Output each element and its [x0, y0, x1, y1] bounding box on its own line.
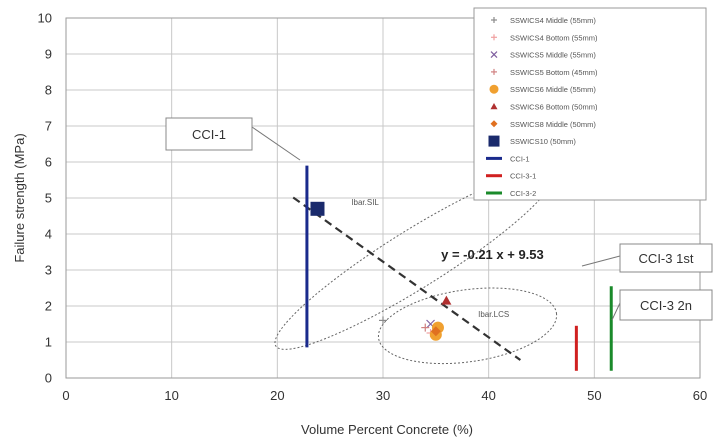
x-axis-label: Volume Percent Concrete (%) [301, 422, 473, 437]
data-point [379, 316, 387, 325]
y-tick-label: 1 [45, 335, 52, 350]
trendline-equation: y = -0.21 x + 9.53 [441, 247, 544, 262]
legend-swatch [491, 68, 497, 75]
y-tick-label: 9 [45, 47, 52, 62]
data-points [310, 201, 452, 341]
callout-label: CCI-3 2n [640, 298, 692, 313]
x-tick-label: 10 [164, 388, 178, 403]
legend-swatch [490, 51, 498, 59]
data-point [310, 201, 325, 216]
legend-label: CCI-1 [510, 154, 530, 163]
vertical-lines [305, 165, 613, 371]
callout-cci-1: CCI-1 [165, 117, 301, 161]
data-point [421, 323, 430, 332]
y-tick-label: 3 [45, 263, 52, 278]
legend-label: SSWICS4 Bottom (55mm) [510, 33, 598, 42]
callout-box [619, 289, 713, 321]
legend-swatch [490, 103, 498, 110]
y-tick-label: 0 [45, 371, 52, 386]
legend-swatch-b [490, 51, 498, 59]
y-tick-label: 2 [45, 299, 52, 314]
y-tick-label: 7 [45, 119, 52, 134]
callouts: CCI-1 CCI-3 1st CCI-3 2n [165, 117, 713, 321]
data-point [441, 295, 452, 305]
legend: SSWICS4 Middle (55mm) SSWICS4 Bottom (55m… [473, 7, 707, 201]
callout-leader [251, 126, 301, 161]
y-tick-label: 5 [45, 191, 52, 206]
legend-swatch [490, 120, 498, 128]
legend-label: SSWICS5 Middle (55mm) [510, 51, 596, 60]
x-tick-label: 20 [270, 388, 284, 403]
legend-swatch [491, 34, 497, 41]
trendline-group: y = -0.21 x + 9.53 [292, 196, 544, 361]
legend-label: SSWICS10 (50mm) [510, 137, 576, 146]
ellipse-outline [377, 287, 558, 365]
legend-swatch [489, 84, 499, 94]
callout-cci-3-1: CCI-3 1st [581, 243, 713, 273]
trendline [292, 196, 522, 361]
legend-label: SSWICS6 Bottom (50mm) [510, 103, 598, 112]
x-tick-label: 0 [62, 388, 69, 403]
ellipse-label: Ibar.SIL [351, 198, 379, 207]
callout-leader [611, 302, 621, 321]
y-tick-label: 4 [45, 227, 52, 242]
legend-box [473, 7, 707, 201]
legend-swatch [488, 135, 500, 147]
data-point-b [426, 319, 435, 329]
x-tick-label: 60 [693, 388, 707, 403]
y-tick-label: 6 [45, 155, 52, 170]
legend-label: SSWICS8 Middle (50mm) [510, 120, 596, 129]
callout-label: CCI-1 [192, 127, 226, 142]
y-tick-label: 8 [45, 83, 52, 98]
ellipse-region [377, 287, 558, 365]
x-tick-label: 40 [481, 388, 495, 403]
x-tick-label: 30 [376, 388, 390, 403]
x-tick-label: 50 [587, 388, 601, 403]
callout-label: CCI-3 1st [639, 251, 694, 266]
legend-label: SSWICS4 Middle (55mm) [510, 16, 596, 25]
legend-label: CCI-3-1 [510, 172, 536, 181]
callout-box [619, 243, 713, 273]
callout-cci-3-2: CCI-3 2n [611, 289, 713, 321]
legend-label: CCI-3-2 [510, 189, 536, 198]
ellipse-label: Ibar.LCS [478, 310, 509, 319]
data-point [430, 326, 441, 337]
callout-box [165, 117, 253, 151]
legend-swatch [491, 17, 497, 23]
tick-labels: 0 10 20 30 40 50 60 0 1 2 3 4 5 6 7 8 9 10 [38, 11, 708, 404]
y-tick-label: 10 [38, 11, 52, 26]
legend-label: SSWICS6 Middle (55mm) [510, 85, 596, 94]
callout-leader [581, 255, 621, 267]
legend-label: SSWICS5 Bottom (45mm) [510, 68, 598, 77]
y-axis-label: Failure strength (MPa) [12, 133, 27, 262]
